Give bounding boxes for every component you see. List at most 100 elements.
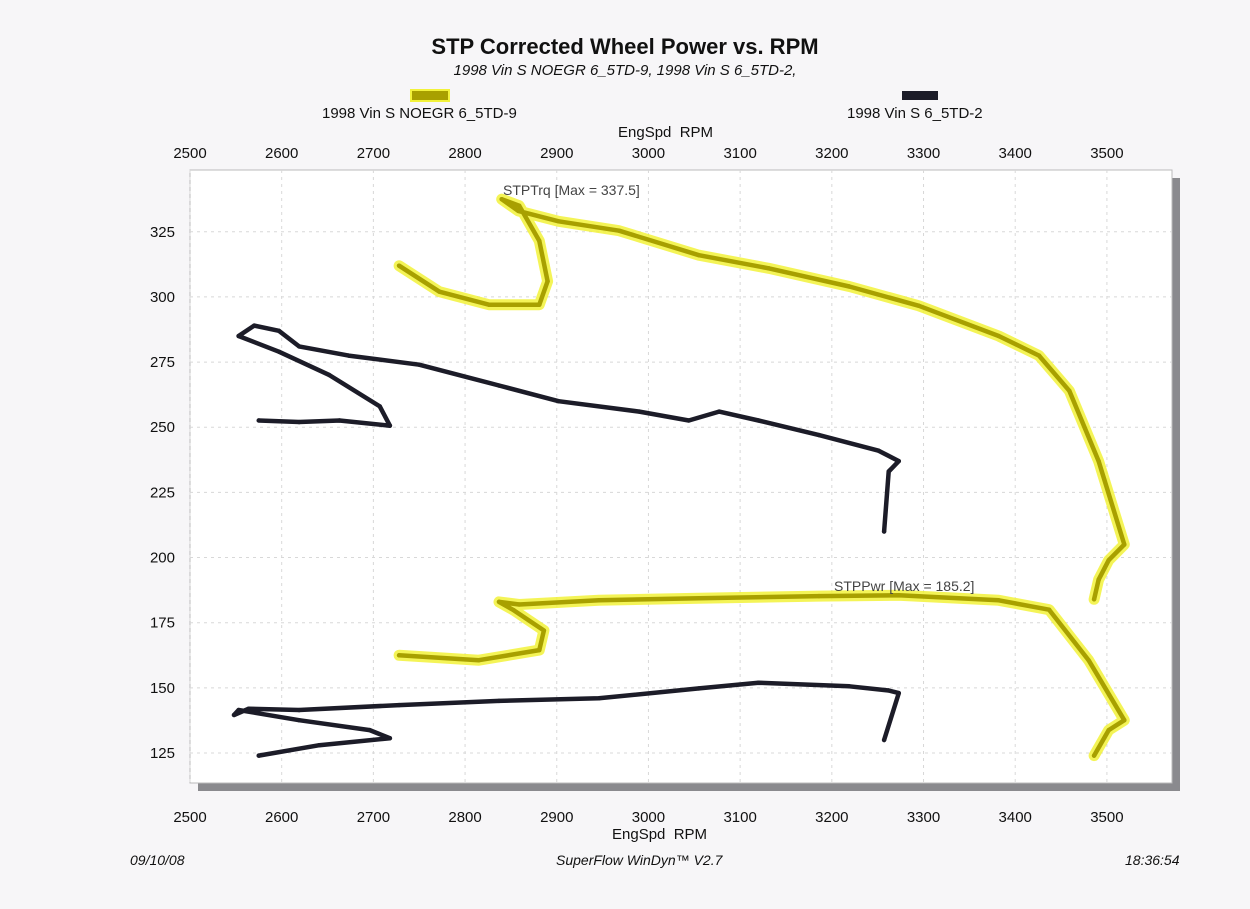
chart-title: STP Corrected Wheel Power vs. RPM bbox=[431, 34, 819, 59]
data-point bbox=[1091, 753, 1097, 758]
legend-swatch-egr bbox=[902, 91, 938, 100]
x-tick-label-bottom: 3500 bbox=[1090, 809, 1123, 826]
x-tick-label-bottom: 3000 bbox=[632, 809, 665, 826]
x-tick-label-top: 2700 bbox=[357, 145, 390, 162]
data-point bbox=[537, 238, 542, 244]
data-point bbox=[696, 686, 702, 691]
data-point bbox=[256, 753, 261, 758]
y-tick-label: 325 bbox=[150, 224, 175, 241]
data-point bbox=[816, 432, 822, 438]
x-tick-label-top: 2500 bbox=[173, 145, 206, 162]
data-point bbox=[387, 735, 393, 741]
footer-date: 09/10/08 bbox=[130, 852, 185, 868]
legend-label-egr: 1998 Vin S 6_5TD-2 bbox=[847, 105, 983, 122]
data-point bbox=[1106, 557, 1111, 563]
series-line-3 bbox=[231, 680, 902, 758]
data-point bbox=[231, 712, 237, 718]
data-point bbox=[499, 196, 504, 202]
data-point bbox=[1086, 658, 1091, 663]
data-point bbox=[387, 423, 393, 428]
data-point bbox=[1096, 577, 1101, 582]
x-axis-label-top: EngSpd RPM bbox=[618, 124, 714, 141]
data-point bbox=[537, 647, 542, 653]
data-point bbox=[847, 284, 852, 289]
data-point bbox=[276, 349, 282, 354]
data-point bbox=[886, 688, 891, 693]
data-point bbox=[417, 362, 422, 367]
data-point bbox=[886, 469, 891, 474]
y-tick-label: 150 bbox=[150, 680, 175, 697]
data-point bbox=[516, 602, 522, 607]
data-point bbox=[327, 372, 332, 378]
x-tick-label-bottom: 2600 bbox=[265, 809, 298, 826]
power-max-annotation: STPPwr [Max = 185.2] bbox=[834, 578, 974, 594]
data-point bbox=[396, 653, 402, 658]
x-axis-label-bottom: EngSpd RPM bbox=[612, 826, 708, 843]
data-point bbox=[1106, 727, 1111, 733]
data-point bbox=[1046, 607, 1052, 612]
data-point bbox=[251, 323, 257, 328]
data-point bbox=[637, 409, 642, 414]
data-point bbox=[236, 707, 241, 713]
x-tick-label-top: 3300 bbox=[907, 145, 940, 162]
data-point bbox=[756, 680, 761, 685]
data-point bbox=[596, 598, 602, 603]
data-point bbox=[896, 458, 901, 464]
plot-area bbox=[189, 169, 1173, 784]
data-point bbox=[377, 404, 382, 409]
series-line-1 bbox=[236, 323, 902, 534]
y-tick-label: 175 bbox=[150, 615, 175, 632]
data-point bbox=[511, 608, 516, 613]
data-point bbox=[1036, 353, 1042, 358]
data-point bbox=[541, 628, 547, 633]
data-point bbox=[246, 706, 251, 711]
x-tick-label-bottom: 3400 bbox=[999, 809, 1032, 826]
data-point bbox=[766, 266, 771, 271]
x-tick-label-bottom: 2700 bbox=[357, 809, 390, 826]
data-point bbox=[596, 696, 602, 701]
data-point bbox=[876, 448, 881, 453]
y-tick-label: 250 bbox=[150, 419, 175, 436]
data-point bbox=[437, 289, 442, 294]
data-point bbox=[696, 596, 702, 601]
data-point bbox=[236, 333, 241, 339]
y-tick-label: 300 bbox=[150, 289, 175, 306]
data-point bbox=[756, 418, 761, 423]
data-point bbox=[616, 228, 622, 233]
data-point bbox=[716, 409, 722, 414]
chart-subtitle: 1998 Vin S NOEGR 6_5TD-9, 1998 Vin S 6_5… bbox=[453, 62, 797, 79]
data-point bbox=[996, 333, 1001, 339]
data-point bbox=[1091, 597, 1097, 602]
x-tick-label-top: 3500 bbox=[1090, 145, 1123, 162]
x-tick-label-bottom: 2900 bbox=[540, 809, 573, 826]
data-point bbox=[367, 727, 372, 733]
x-tick-label-top: 3100 bbox=[723, 145, 756, 162]
y-tick-label: 200 bbox=[150, 550, 175, 567]
data-point bbox=[516, 208, 521, 214]
data-point bbox=[337, 418, 342, 423]
data-point bbox=[276, 328, 282, 334]
legend-swatch-noegr bbox=[412, 91, 448, 100]
data-point bbox=[396, 702, 402, 708]
data-point bbox=[1096, 458, 1101, 464]
x-tick-label-bottom: 3200 bbox=[815, 809, 848, 826]
data-point bbox=[1067, 388, 1072, 393]
x-tick-label-top: 2800 bbox=[448, 145, 481, 162]
data-point bbox=[556, 398, 561, 404]
footer-time: 18:36:54 bbox=[1125, 852, 1180, 868]
y-tick-label: 225 bbox=[150, 484, 175, 501]
data-point bbox=[1122, 717, 1127, 723]
data-point bbox=[496, 599, 502, 605]
data-point bbox=[296, 717, 302, 723]
x-tick-label-bottom: 2500 bbox=[173, 809, 206, 826]
legend-label-noegr: 1998 Vin S NOEGR 6_5TD-9 bbox=[322, 105, 517, 122]
x-tick-label-bottom: 3100 bbox=[723, 809, 756, 826]
data-point bbox=[476, 658, 482, 663]
data-point bbox=[896, 690, 901, 696]
data-point bbox=[816, 593, 822, 599]
torque-max-annotation: STPTrq [Max = 337.5] bbox=[503, 182, 640, 198]
data-point bbox=[296, 419, 302, 425]
x-tick-label-bottom: 3300 bbox=[907, 809, 940, 826]
data-point bbox=[881, 529, 887, 534]
